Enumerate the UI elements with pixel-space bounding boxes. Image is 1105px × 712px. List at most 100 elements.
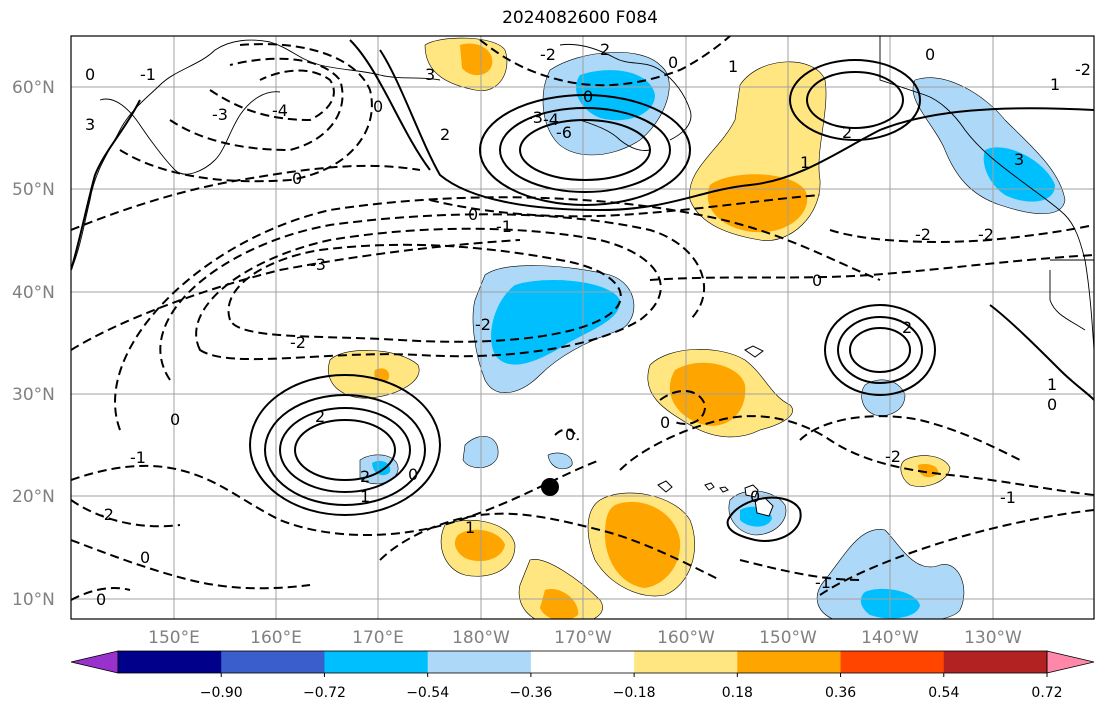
contour-label: -2	[1075, 60, 1091, 79]
lon-label: 180°W	[452, 628, 510, 648]
contour-label: 0	[373, 97, 383, 116]
contour-label: -1	[1000, 488, 1016, 507]
map-area: 0 -3 -4 -6 2 1 2 0 1 3 2 -4 -3 0 0 0 -1 …	[71, 36, 1094, 619]
contour-label: 0	[408, 465, 418, 484]
contour-label: 0	[1047, 395, 1057, 414]
contour-label: -2	[475, 315, 491, 334]
colorbar-segment	[737, 651, 842, 673]
lat-label: 30°N	[12, 385, 55, 405]
contour-label: 3	[85, 115, 95, 134]
contour-label: 2	[600, 40, 610, 59]
contour-label: -4	[272, 101, 288, 120]
hawaiian-islands	[657, 345, 774, 517]
colorbar-tick-label: 0.18	[722, 685, 753, 701]
contour-label: -1	[496, 217, 512, 236]
contour-label: 0	[85, 65, 95, 84]
colorbar-tick-labels: −0.90 −0.72 −0.54 −0.36 −0.18 0.18 0.36 0.54 0.7…	[200, 673, 1063, 701]
contour-label: -2	[885, 447, 901, 466]
contour-label: 0	[668, 53, 678, 72]
contour-label: -3	[310, 255, 326, 274]
contour-label: 2	[360, 467, 370, 486]
colorbar-tick-label: −0.72	[303, 685, 346, 701]
colorbar-segment	[324, 651, 429, 673]
contour-label: -2	[978, 225, 994, 244]
contour-label: -3	[212, 105, 228, 124]
lon-label: 160°W	[657, 628, 715, 648]
contour-label: 0	[170, 410, 180, 429]
contour-label: -4	[543, 110, 559, 129]
contour-label: 1	[465, 518, 475, 537]
contour-label: 1	[800, 153, 810, 172]
dashed-contours	[71, 36, 1094, 601]
contour-label: 0	[565, 425, 575, 444]
coastlines	[71, 36, 1094, 351]
contour-label: 0	[660, 413, 670, 432]
lon-label: 140°W	[861, 628, 919, 648]
colorbar-outline	[117, 650, 1048, 674]
contour-label: 1	[1050, 75, 1060, 94]
contour-label: -1	[815, 573, 831, 592]
contour-label: 3	[1014, 150, 1024, 169]
lon-label: 160°E	[250, 628, 302, 648]
lon-label: 170°E	[352, 628, 404, 648]
colorbar-segment	[943, 651, 1048, 673]
lon-label: 170°W	[554, 628, 612, 648]
contour-label: -2	[915, 225, 931, 244]
map-border	[70, 35, 1095, 620]
colorbar-extension-low	[70, 650, 119, 674]
contour-label: 0	[468, 205, 478, 224]
latitude-labels: 60°N 50°N 40°N 30°N 20°N 10°N	[12, 78, 55, 610]
longitude-labels: 150°E 160°E 170°E 180°W 170°W 160°W 150°…	[148, 628, 1022, 648]
contour-label: 0	[750, 487, 760, 506]
lat-label: 40°N	[12, 283, 55, 303]
contour-label: -6	[556, 123, 572, 142]
colorbar-segment	[427, 651, 532, 673]
contour-labels: 0 -3 -4 -6 2 1 2 0 1 3 2 -4 -3 0 0 0 -1 …	[85, 40, 1091, 609]
contour-label: 0	[292, 169, 302, 188]
colorbar-tick-label: 0.72	[1031, 685, 1062, 701]
contour-label: -1	[140, 65, 156, 84]
colorbar-segment	[530, 651, 635, 673]
colorbar-segment	[221, 651, 325, 673]
colorbar-tick-label: 0.36	[825, 685, 856, 701]
colorbar-tick-label: 0.54	[928, 685, 959, 701]
contour-label: 1	[360, 487, 370, 506]
colorbar-segment	[840, 651, 945, 673]
colorbar-tick-label: −0.90	[200, 685, 243, 701]
contour-label: -1	[130, 448, 146, 467]
contour-label: 2	[902, 318, 912, 337]
lat-label: 20°N	[12, 487, 55, 507]
contour-label: 2	[842, 123, 852, 142]
contour-label: -2	[290, 333, 306, 352]
contour-label: 1	[728, 57, 738, 76]
colorbar-extension-high	[1046, 650, 1095, 674]
lon-label: 150°W	[759, 628, 817, 648]
anomaly-shading	[328, 37, 1066, 619]
storm-center-marker	[541, 478, 559, 496]
contour-label: 1	[1047, 375, 1057, 394]
lat-label: 60°N	[12, 78, 55, 98]
colorbar	[70, 650, 1095, 674]
solid-contours	[71, 39, 1094, 542]
contour-label: 0	[812, 271, 822, 290]
lon-label: 150°E	[148, 628, 200, 648]
lat-label: 10°N	[12, 590, 55, 610]
colorbar-tick-label: −0.18	[613, 685, 656, 701]
colorbar-tick-label: −0.54	[406, 685, 449, 701]
colorbar-segment	[118, 651, 222, 673]
lat-label: 50°N	[12, 180, 55, 200]
contour-label: 0	[96, 590, 106, 609]
contour-label: -2	[98, 505, 114, 524]
contour-label: 0	[925, 45, 935, 64]
colorbar-segment	[634, 651, 738, 673]
contour-label: -2	[540, 45, 556, 64]
contour-label: 2	[315, 407, 325, 426]
contour-label: 0	[140, 548, 150, 567]
lon-label: 130°W	[964, 628, 1022, 648]
contour-label: 3	[425, 65, 435, 84]
contour-label: -3	[527, 108, 543, 127]
contour-label: 0	[583, 87, 593, 106]
map-title: 2024082600 F084	[502, 8, 658, 28]
contour-label: 2	[440, 125, 450, 144]
